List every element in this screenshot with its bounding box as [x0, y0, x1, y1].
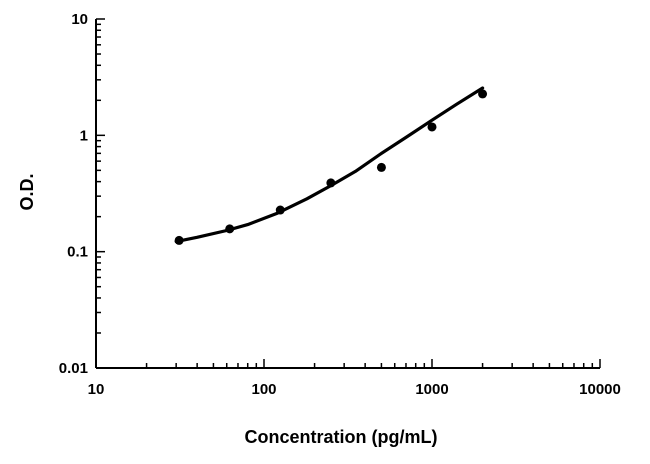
data-point [225, 224, 235, 234]
x-axis-title: Concentration (pg/mL) [245, 427, 438, 447]
data-point [326, 178, 336, 188]
fitted-curve-line [174, 86, 485, 244]
data-point [427, 122, 437, 132]
x-tick-label: 10 [88, 381, 105, 398]
data-point [174, 235, 184, 245]
axis-ticks [95, 18, 601, 369]
data-point [275, 205, 285, 215]
axes [95, 19, 600, 369]
x-tick-label: 10000 [579, 381, 621, 398]
data-point [376, 162, 386, 172]
y-tick-label: 10 [71, 11, 88, 28]
x-tick-label: 100 [251, 381, 276, 398]
x-tick-label: 1000 [415, 381, 448, 398]
y-tick-label: 1 [80, 127, 88, 144]
fitted-curve-layer [174, 86, 485, 244]
y-tick-label: 0.1 [67, 244, 88, 261]
tick-labels: 10 100 1000 10000 0.01 0.1 1 10 [59, 11, 621, 398]
y-tick-label: 0.01 [59, 360, 88, 377]
y-axis-title: O.D. [17, 173, 37, 210]
data-points-layer [174, 89, 488, 245]
data-point [478, 89, 488, 99]
